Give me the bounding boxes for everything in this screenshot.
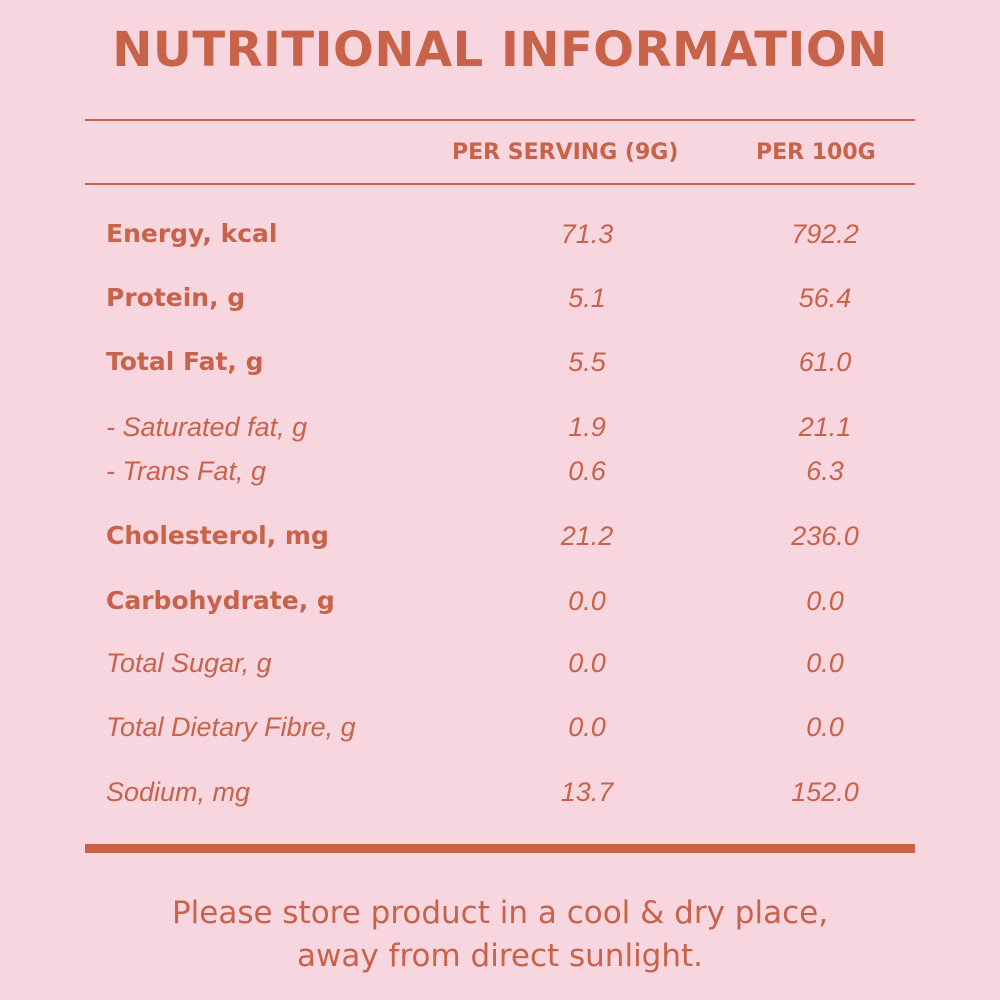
row-label: Protein, g: [106, 283, 246, 312]
per-100g-value: 61.0: [798, 347, 852, 377]
per-serving-value: 13.7: [560, 777, 614, 807]
per-serving-value: 0.0: [568, 712, 606, 742]
per-serving-value: 0.0: [568, 648, 606, 678]
table-row: - Saturated fat, g 1.9 21.1: [0, 410, 1000, 444]
row-label: Cholesterol, mg: [106, 521, 329, 550]
per-100g-value: 56.4: [798, 283, 852, 313]
table-row: Total Sugar, g 0.0 0.0: [0, 646, 1000, 680]
table-row: - Trans Fat, g 0.6 6.3: [0, 454, 1000, 488]
per-serving-value: 71.3: [560, 219, 614, 249]
row-label: - Trans Fat, g: [106, 456, 267, 486]
page-title: NUTRITIONAL INFORMATION: [112, 22, 888, 78]
row-label: Energy, kcal: [106, 219, 278, 248]
per-serving-value: 5.5: [568, 347, 606, 377]
row-label: - Saturated fat, g: [106, 412, 308, 442]
row-label: Total Dietary Fibre, g: [106, 712, 356, 742]
storage-note-line-2: away from direct sunlight.: [296, 938, 704, 974]
table-row: Cholesterol, mg 21.2 236.0: [0, 519, 1000, 553]
table-top-rule: [85, 119, 915, 121]
column-header-per-serving: PER SERVING (9G): [452, 140, 679, 165]
per-100g-value: 21.1: [798, 412, 852, 442]
table-row: Carbohydrate, g 0.0 0.0: [0, 584, 1000, 618]
per-100g-value: 0.0: [806, 712, 844, 742]
per-serving-value: 0.6: [568, 456, 606, 486]
row-label: Sodium, mg: [106, 777, 251, 807]
column-header-per-100g: PER 100G: [756, 140, 876, 165]
per-100g-value: 152.0: [791, 777, 859, 807]
storage-note-line-1: Please store product in a cool & dry pla…: [171, 895, 829, 931]
table-row: Total Fat, g 5.5 61.0: [0, 345, 1000, 379]
table-row: Total Dietary Fibre, g 0.0 0.0: [0, 710, 1000, 744]
per-100g-value: 236.0: [791, 521, 859, 551]
per-serving-value: 21.2: [560, 521, 614, 551]
row-label: Total Fat, g: [106, 347, 264, 376]
table-row: Energy, kcal 71.3 792.2: [0, 217, 1000, 251]
per-serving-value: 5.1: [568, 283, 606, 313]
per-100g-value: 0.0: [806, 586, 844, 616]
table-bottom-rule: [85, 844, 915, 853]
table-row: Protein, g 5.1 56.4: [0, 281, 1000, 315]
table-row: Sodium, mg 13.7 152.0: [0, 775, 1000, 809]
row-label: Total Sugar, g: [106, 648, 272, 678]
storage-note: Please store product in a cool & dry pla…: [0, 892, 1000, 978]
per-serving-value: 1.9: [568, 412, 606, 442]
header-divider-rule: [85, 183, 915, 185]
per-100g-value: 0.0: [806, 648, 844, 678]
per-100g-value: 792.2: [791, 219, 859, 249]
per-100g-value: 6.3: [806, 456, 844, 486]
per-serving-value: 0.0: [568, 586, 606, 616]
row-label: Carbohydrate, g: [106, 586, 335, 615]
